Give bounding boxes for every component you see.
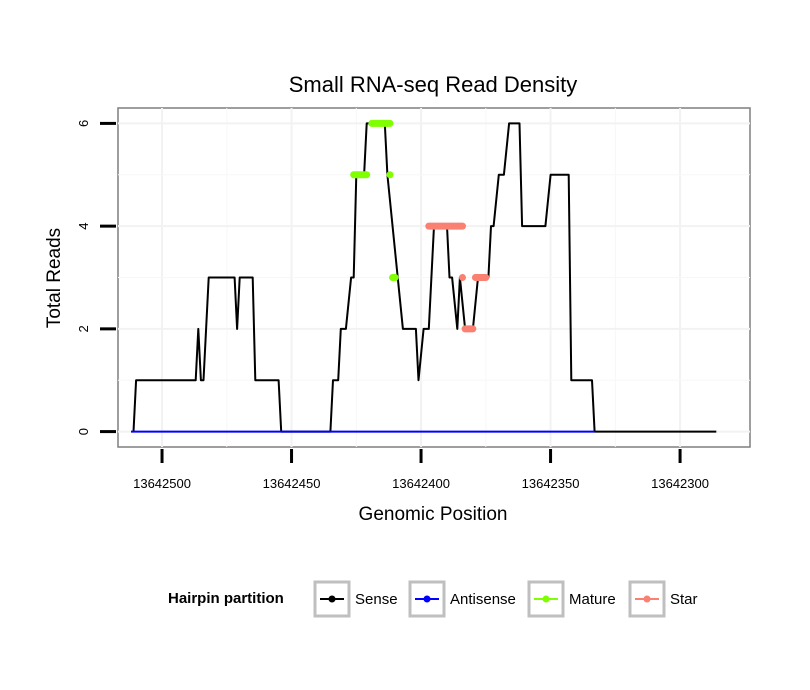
- legend-key-point: [643, 595, 651, 603]
- legend-item-antisense: Antisense: [408, 580, 516, 618]
- x-tick-label: 13642500: [133, 476, 191, 491]
- y-tick-label: 0: [76, 428, 91, 435]
- legend-label: Star: [670, 591, 698, 608]
- y-axis: 0 2 4 6: [76, 120, 116, 435]
- series-line-sense: [132, 122, 717, 433]
- legend-key-point: [328, 595, 336, 603]
- y-tick-label: 2: [76, 325, 91, 332]
- x-tick-label: 13642300: [651, 476, 709, 491]
- legend-title: Hairpin partition: [168, 590, 284, 607]
- x-tick-label: 13642350: [522, 476, 580, 491]
- x-tick-label: 13642400: [392, 476, 450, 491]
- chart-title: Small RNA-seq Read Density: [289, 72, 578, 97]
- legend-item-sense: Sense: [313, 580, 398, 618]
- y-tick-label: 6: [76, 120, 91, 127]
- legend-item-star: Star: [628, 580, 698, 618]
- legend: Hairpin partition Sense Antisense Mature St…: [168, 580, 698, 618]
- x-axis: 13642500 13642450 13642400 13642350 13642300: [133, 449, 709, 491]
- x-tick-label: 13642450: [263, 476, 321, 491]
- legend-item-mature: Mature: [527, 580, 616, 618]
- series-layer: [131, 119, 717, 433]
- x-axis-title: Genomic Position: [359, 504, 508, 525]
- legend-key-point: [423, 595, 431, 603]
- y-axis-title: Total Reads: [44, 228, 65, 328]
- legend-label: Sense: [355, 591, 398, 608]
- y-tick-label: 4: [76, 223, 91, 230]
- legend-key-point: [542, 595, 550, 603]
- legend-label: Antisense: [450, 591, 516, 608]
- legend-label: Mature: [569, 591, 616, 608]
